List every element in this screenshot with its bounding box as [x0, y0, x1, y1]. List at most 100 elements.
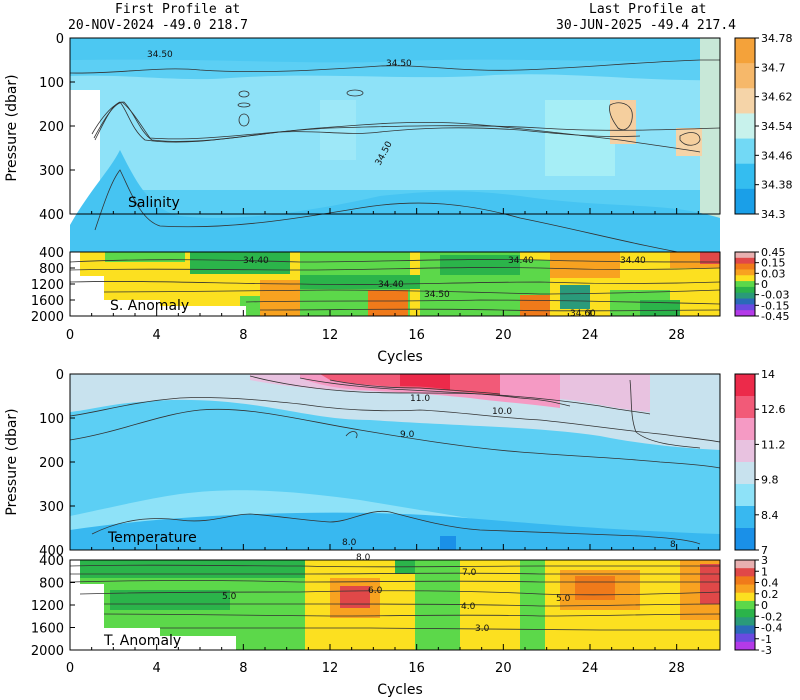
temperature-cold-patch [440, 536, 456, 550]
temperature-panel-label: Temperature [107, 530, 197, 546]
panel3-colorbar-swatch [735, 584, 755, 594]
panel0-colorbar-swatch [735, 163, 755, 190]
s-anomaly-panel: 34.40 34.40 34.40 34.40 34.50 34.60 S. A… [69, 251, 721, 319]
last-profile-title: Last Profile at [589, 2, 706, 17]
t-anomaly-contour-label-4: 5.0 [222, 592, 237, 602]
panel1-colorbar-swatch [735, 292, 755, 300]
panel1-xtick-label: 16 [408, 328, 425, 343]
panel3-colorbar-swatch [735, 568, 755, 577]
t-anomaly-contour-label-2: 7.0 [462, 568, 477, 578]
panel2-colorbar-swatch [735, 374, 755, 397]
upper-x-axis-title: Cycles [377, 349, 423, 365]
temp-contour-label-3: 9.0 [400, 430, 415, 440]
salinity-contour-label-1: 34.50 [147, 50, 173, 60]
panel3-colorbar-label: 0 [761, 599, 768, 612]
panel0-colorbar-label: 34.3 [761, 208, 786, 221]
panel3-ytick-label: 1600 [31, 622, 64, 637]
panel3-colorbar-swatch [735, 560, 755, 569]
panel2-ytick-label: 0 [56, 368, 64, 383]
panel0-ytick-label: 0 [56, 32, 64, 47]
panel2-colorbar-label: 7 [761, 544, 768, 557]
panel3-xtick-label: 0 [66, 661, 74, 676]
t-anomaly-nodata [70, 560, 236, 650]
panel1-ytick-label: 800 [39, 262, 64, 277]
panel0-ytick-label: 100 [39, 76, 64, 91]
lower-x-axis-title: Cycles [377, 682, 423, 698]
panel1-colorbar-swatch [735, 263, 755, 270]
panel0-colorbar-label: 34.46 [761, 149, 793, 162]
panel2-colorbar-label: 9.8 [761, 474, 779, 487]
panel2-colorbar-swatch [735, 484, 755, 507]
t-anomaly-contour-label-6: 4.0 [461, 602, 476, 612]
panel1-ytick-label: 2000 [31, 310, 64, 325]
s-anomaly-contour-label-3: 34.40 [620, 256, 646, 266]
panel2-colorbar-label: 14 [761, 368, 775, 381]
panel2-ytick-label: 400 [39, 544, 64, 559]
panel1-xtick-label: 0 [66, 328, 74, 343]
salinity-contour-upper [91, 101, 721, 140]
panel1-colorbar-label: 0.15 [761, 257, 786, 270]
panel0-colorbar-label: 34.54 [761, 120, 793, 133]
panel0-ytick-label: 300 [39, 164, 64, 179]
panel3-colorbar-swatch [735, 641, 755, 651]
panel1-ytick-label: 1600 [31, 294, 64, 309]
panel1-colorbar-swatch [735, 252, 755, 259]
panel2-ytick-label: 200 [39, 456, 64, 471]
panel3-colorbar-label: -0.2 [761, 610, 782, 623]
panel3-xtick-label: 28 [668, 661, 685, 676]
panel3-ytick-label: 1200 [31, 599, 64, 614]
panel1-colorbar-label: 0 [761, 278, 768, 291]
panel1-colorbar-swatch [735, 304, 755, 311]
temp-contour-label-2: 10.0 [492, 407, 512, 417]
generated-axes-layer: 010020030040034.7834.734.6234.5434.4634.… [31, 32, 793, 676]
panel3-ytick-label: 800 [39, 577, 64, 592]
panel1-colorbar-swatch [735, 275, 755, 282]
panel1-ytick-label: 1200 [31, 278, 64, 293]
panel0-ytick-label: 200 [39, 120, 64, 135]
panel1-xtick-label: 28 [668, 328, 685, 343]
first-profile-title: First Profile at [115, 2, 240, 17]
panel1-colorbar-swatch [735, 281, 755, 288]
panel1-xtick-label: 8 [239, 328, 247, 343]
panel2-colorbar-label: 11.2 [761, 438, 786, 451]
panel3-colorbar-swatch [735, 600, 755, 610]
panel2-colorbar-swatch [735, 440, 755, 463]
s-anomaly-field [69, 252, 721, 316]
panel2-ytick-label: 300 [39, 500, 64, 515]
first-profile-info: 20-NOV-2024 -49.0 218.7 [68, 18, 248, 33]
temperature-panel: 11.0 10.0 9.0 8.0 8 Temperature [69, 373, 721, 551]
panel3-xtick-label: 8 [239, 661, 247, 676]
panel0-colorbar-label: 34.7 [761, 61, 786, 74]
panel3-colorbar-swatch [735, 617, 755, 626]
panel1-colorbar-swatch [735, 298, 755, 305]
panel3-ytick-label: 2000 [31, 644, 64, 659]
panel3-xtick-label: 24 [582, 661, 599, 676]
s-anomaly-contour-label-6: 34.60 [570, 309, 596, 319]
panel0-colorbar-swatch [735, 138, 755, 165]
panel3-colorbar-label: 0.4 [761, 577, 779, 590]
panel1-colorbar-swatch [735, 310, 755, 317]
panel3-colorbar-swatch [735, 625, 755, 635]
panel2-colorbar-label: 8.4 [761, 509, 779, 522]
panel3-colorbar-swatch [735, 609, 755, 618]
temperature-field [69, 374, 721, 550]
t-anomaly-panel: 8.0 7.0 6.0 5.0 5.0 4.0 3.0 T. Anomaly [69, 553, 721, 651]
temperature-y-axis-title: Pressure (dbar) [4, 408, 20, 515]
panel1-colorbar-label: 0.45 [761, 246, 786, 259]
s-anomaly-contour-label-2: 34.40 [508, 256, 534, 266]
panel3-colorbar-swatch [735, 592, 755, 602]
s-anomaly-contour-label-5: 34.50 [424, 290, 450, 300]
panel3-colorbar-swatch [735, 633, 755, 643]
temp-contour-label-4: 8.0 [342, 538, 357, 548]
panel0-colorbar-swatch [735, 88, 755, 114]
s-anomaly-contour-label-1: 34.40 [243, 256, 269, 266]
salinity-y-axis-title: Pressure (dbar) [4, 74, 20, 181]
panel0-colorbar-swatch [735, 188, 755, 215]
temp-contour-label-5: 8 [670, 540, 676, 550]
panel0-colorbar-label: 34.38 [761, 179, 793, 192]
t-anomaly-contour-label-5: 5.0 [556, 594, 571, 604]
panel2-colorbar-swatch [735, 462, 755, 485]
panel2-colorbar-swatch [735, 506, 755, 529]
panel0-colorbar-swatch [735, 38, 755, 64]
panel1-colorbar-label: -0.15 [761, 299, 789, 312]
